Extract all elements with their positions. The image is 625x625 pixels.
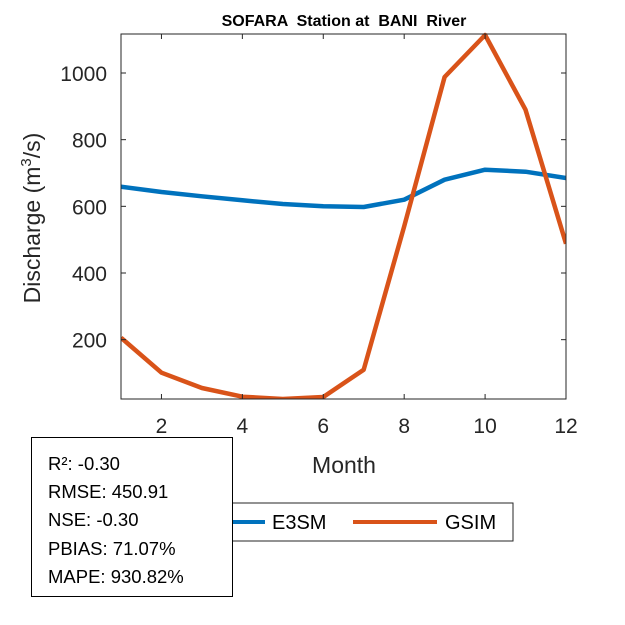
y-axis-label-superscript: 3 (18, 158, 35, 166)
y-tick-label: 200 (72, 330, 107, 353)
legend-label-e3sm: E3SM (272, 512, 326, 534)
stats-box: R²: -0.30 RMSE: 450.91 NSE: -0.30 PBIAS:… (31, 437, 233, 597)
y-tick-label: 400 (72, 263, 107, 286)
y-tick-label: 1000 (60, 63, 107, 86)
y-tick-label: 800 (72, 130, 107, 153)
stat-rmse: RMSE: 450.91 (48, 481, 169, 503)
chart-title: SOFARA Station at BANI River (222, 13, 467, 30)
x-tick-label: 12 (554, 415, 577, 438)
legend-label-gsim: GSIM (445, 512, 496, 534)
y-axis-label: Discharge (m3/s) (18, 133, 45, 304)
axes-box (120, 33, 567, 400)
x-tick-label: 4 (237, 415, 249, 438)
x-tick-label: 6 (317, 415, 329, 438)
axes: 2 4 6 8 10 12 200 400 600 800 1000 (60, 33, 578, 438)
series-line-e3sm (121, 167, 566, 210)
x-axis-label: Month (312, 452, 376, 478)
y-axis-label-unit: /s) (19, 133, 45, 159)
series-line-gsim (121, 32, 566, 399)
stat-pbias: PBIAS: 71.07% (48, 537, 176, 559)
x-tick-label: 10 (473, 415, 496, 438)
stat-r2: R²: -0.30 (48, 453, 120, 474)
x-tick-label: 8 (398, 415, 410, 438)
x-tick-label: 2 (156, 415, 168, 438)
y-axis-label-main: Discharge (m (19, 167, 45, 304)
stat-nse: NSE: -0.30 (48, 509, 139, 531)
y-tick-label: 600 (72, 196, 107, 219)
plot-area (121, 32, 566, 399)
stat-mape: MAPE: 930.82% (48, 565, 184, 587)
